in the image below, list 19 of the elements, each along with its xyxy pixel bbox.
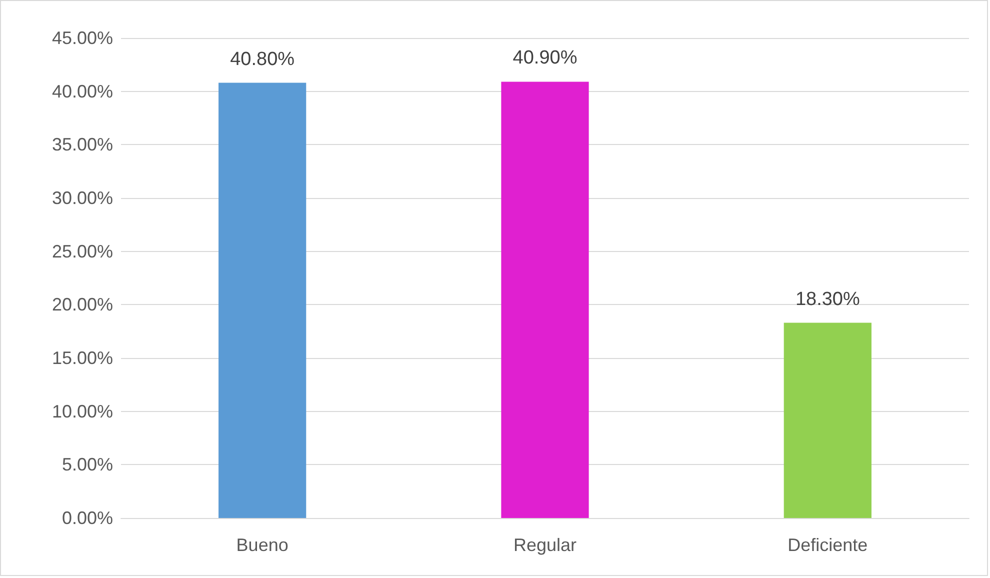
y-tick-label: 20.00%: [52, 294, 113, 315]
y-tick-label: 30.00%: [52, 188, 113, 208]
y-tick-label: 0.00%: [62, 508, 113, 528]
y-tick-label: 15.00%: [52, 348, 113, 368]
y-tick-label: 5.00%: [62, 454, 113, 475]
y-tick-label: 25.00%: [52, 241, 113, 262]
bar: [501, 82, 589, 518]
y-tick-label: 45.00%: [52, 28, 113, 48]
data-label: 40.80%: [230, 48, 295, 70]
y-tick-label: 40.00%: [52, 81, 113, 102]
y-tick-label: 10.00%: [52, 401, 113, 422]
bar: [218, 82, 306, 518]
data-label: 40.90%: [512, 48, 578, 69]
x-tick-label: Bueno: [236, 535, 288, 555]
bar: [784, 322, 872, 518]
y-tick-label: 35.00%: [52, 134, 113, 155]
x-tick-label: Deficiente: [788, 535, 868, 555]
data-label: 18.30%: [795, 288, 860, 310]
x-tick-label: Regular: [513, 535, 577, 555]
